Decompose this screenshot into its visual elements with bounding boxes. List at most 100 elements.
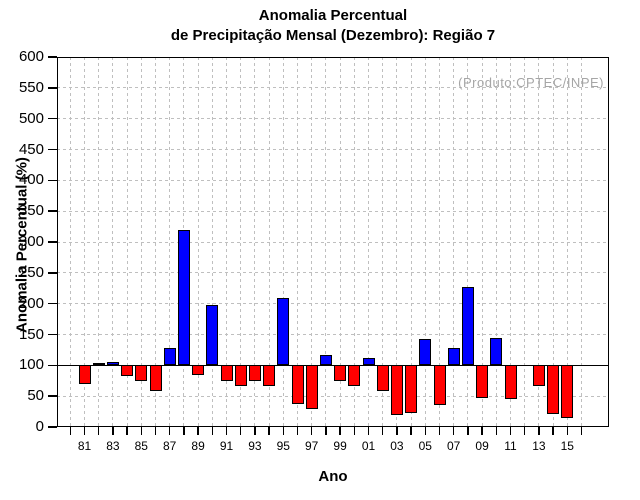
ytick-350 — [48, 210, 57, 212]
bar-00 — [348, 365, 361, 387]
xtick-2012 — [523, 427, 526, 435]
xtick-label-93: 93 — [248, 439, 262, 453]
gridline-v-1999 — [339, 57, 341, 427]
bar-15 — [561, 365, 574, 418]
xtick-label-83: 83 — [106, 439, 120, 453]
xtick-1985 — [140, 427, 143, 435]
produto-note: (Produto:CPTEC/INPE) — [458, 75, 604, 90]
xtick-label-99: 99 — [333, 439, 347, 453]
xtick-label-81: 81 — [77, 439, 92, 453]
gridline-v-1991 — [226, 57, 227, 427]
xtick-1998 — [325, 427, 327, 435]
xtick-1997 — [310, 427, 313, 435]
gridline-v-1980 — [69, 57, 71, 427]
ytick-label-300: 300 — [18, 233, 44, 250]
ytick-label-250: 250 — [18, 263, 44, 281]
bar-92 — [234, 365, 247, 387]
ytick-50 — [48, 395, 57, 397]
xtick-2002 — [381, 427, 384, 435]
xtick-2016 — [580, 427, 583, 435]
bar-94 — [263, 365, 276, 387]
xtick-2014 — [552, 427, 554, 435]
gridline-v-1998 — [325, 57, 327, 427]
xtick-1987 — [168, 427, 171, 435]
xtick-1992 — [239, 427, 242, 435]
ytick-500 — [48, 117, 57, 120]
xtick-1994 — [268, 427, 270, 435]
gridline-v-1981 — [84, 57, 85, 427]
xtick-label-09: 09 — [475, 439, 489, 453]
xtick-2010 — [495, 427, 498, 435]
xtick-1982 — [97, 427, 100, 435]
ytick-label-150: 150 — [18, 325, 44, 343]
gridline-v-2010 — [495, 57, 497, 427]
gridline-v-2006 — [439, 57, 440, 427]
gridline-v-2002 — [382, 57, 384, 427]
xtick-label-85: 85 — [134, 439, 148, 453]
gridline-h-500 — [57, 118, 609, 120]
ytick-450 — [48, 148, 57, 151]
gridline-v-2009 — [481, 57, 483, 427]
xtick-1999 — [339, 427, 341, 435]
xtick-label-03: 03 — [390, 439, 404, 453]
gridline-v-1996 — [297, 57, 298, 427]
gridline-v-2005 — [424, 57, 426, 427]
xtick-2001 — [367, 427, 370, 435]
ytick-label-500: 500 — [18, 109, 44, 127]
xtick-2007 — [452, 427, 455, 435]
bar-98 — [319, 354, 332, 366]
gridline-v-2016 — [581, 57, 582, 427]
gridline-v-1989 — [197, 57, 199, 427]
ytick-0 — [48, 426, 57, 428]
xtick-1993 — [254, 427, 256, 435]
ytick-label-450: 450 — [18, 140, 44, 158]
xtick-label-07: 07 — [447, 439, 461, 453]
bar-81 — [78, 365, 91, 385]
gridline-v-2003 — [396, 57, 398, 427]
gridline-h-400 — [57, 179, 609, 181]
bar-11 — [504, 365, 517, 400]
bar-03 — [390, 365, 403, 416]
gridline-v-2011 — [510, 57, 511, 427]
bar-86 — [149, 365, 162, 392]
bar-83 — [106, 362, 119, 366]
x-axis-title: Ano — [318, 468, 348, 485]
bar-95 — [277, 297, 290, 366]
gridline-v-1992 — [240, 57, 242, 427]
xtick-2011 — [509, 427, 512, 435]
bar-82 — [92, 363, 105, 366]
chart-title-line2: de Precipitação Mensal (Dezembro): Regiã… — [170, 27, 496, 44]
ytick-400 — [48, 179, 57, 182]
gridline-h-150 — [57, 334, 609, 335]
xtick-2004 — [410, 427, 412, 435]
gridline-v-1982 — [98, 57, 100, 427]
bar-07 — [447, 348, 460, 366]
xtick-label-01: 01 — [361, 439, 376, 453]
bar-90 — [206, 304, 219, 366]
xtick-2003 — [396, 427, 398, 435]
xtick-label-15: 15 — [560, 439, 574, 453]
xtick-2015 — [566, 427, 569, 435]
gridline-h-250 — [57, 272, 609, 274]
ytick-250 — [48, 272, 57, 274]
gridline-v-1990 — [211, 57, 213, 427]
xtick-label-11: 11 — [504, 439, 517, 453]
bar-97 — [305, 365, 318, 410]
bar-88 — [177, 229, 190, 366]
bar-14 — [547, 365, 560, 415]
xtick-1981 — [83, 427, 86, 435]
gridline-h-50 — [57, 395, 609, 397]
xtick-1980 — [69, 427, 72, 435]
xtick-label-97: 97 — [305, 439, 319, 453]
bar-13 — [532, 365, 545, 387]
gridline-v-2013 — [538, 57, 540, 427]
bar-91 — [220, 365, 233, 381]
gridline-v-2012 — [524, 57, 526, 427]
bar-08 — [461, 287, 474, 366]
gridline-v-2014 — [552, 57, 554, 427]
bar-06 — [433, 365, 446, 405]
xtick-2005 — [424, 427, 427, 435]
ytick-label-200: 200 — [18, 294, 44, 312]
xtick-2006 — [438, 427, 441, 435]
